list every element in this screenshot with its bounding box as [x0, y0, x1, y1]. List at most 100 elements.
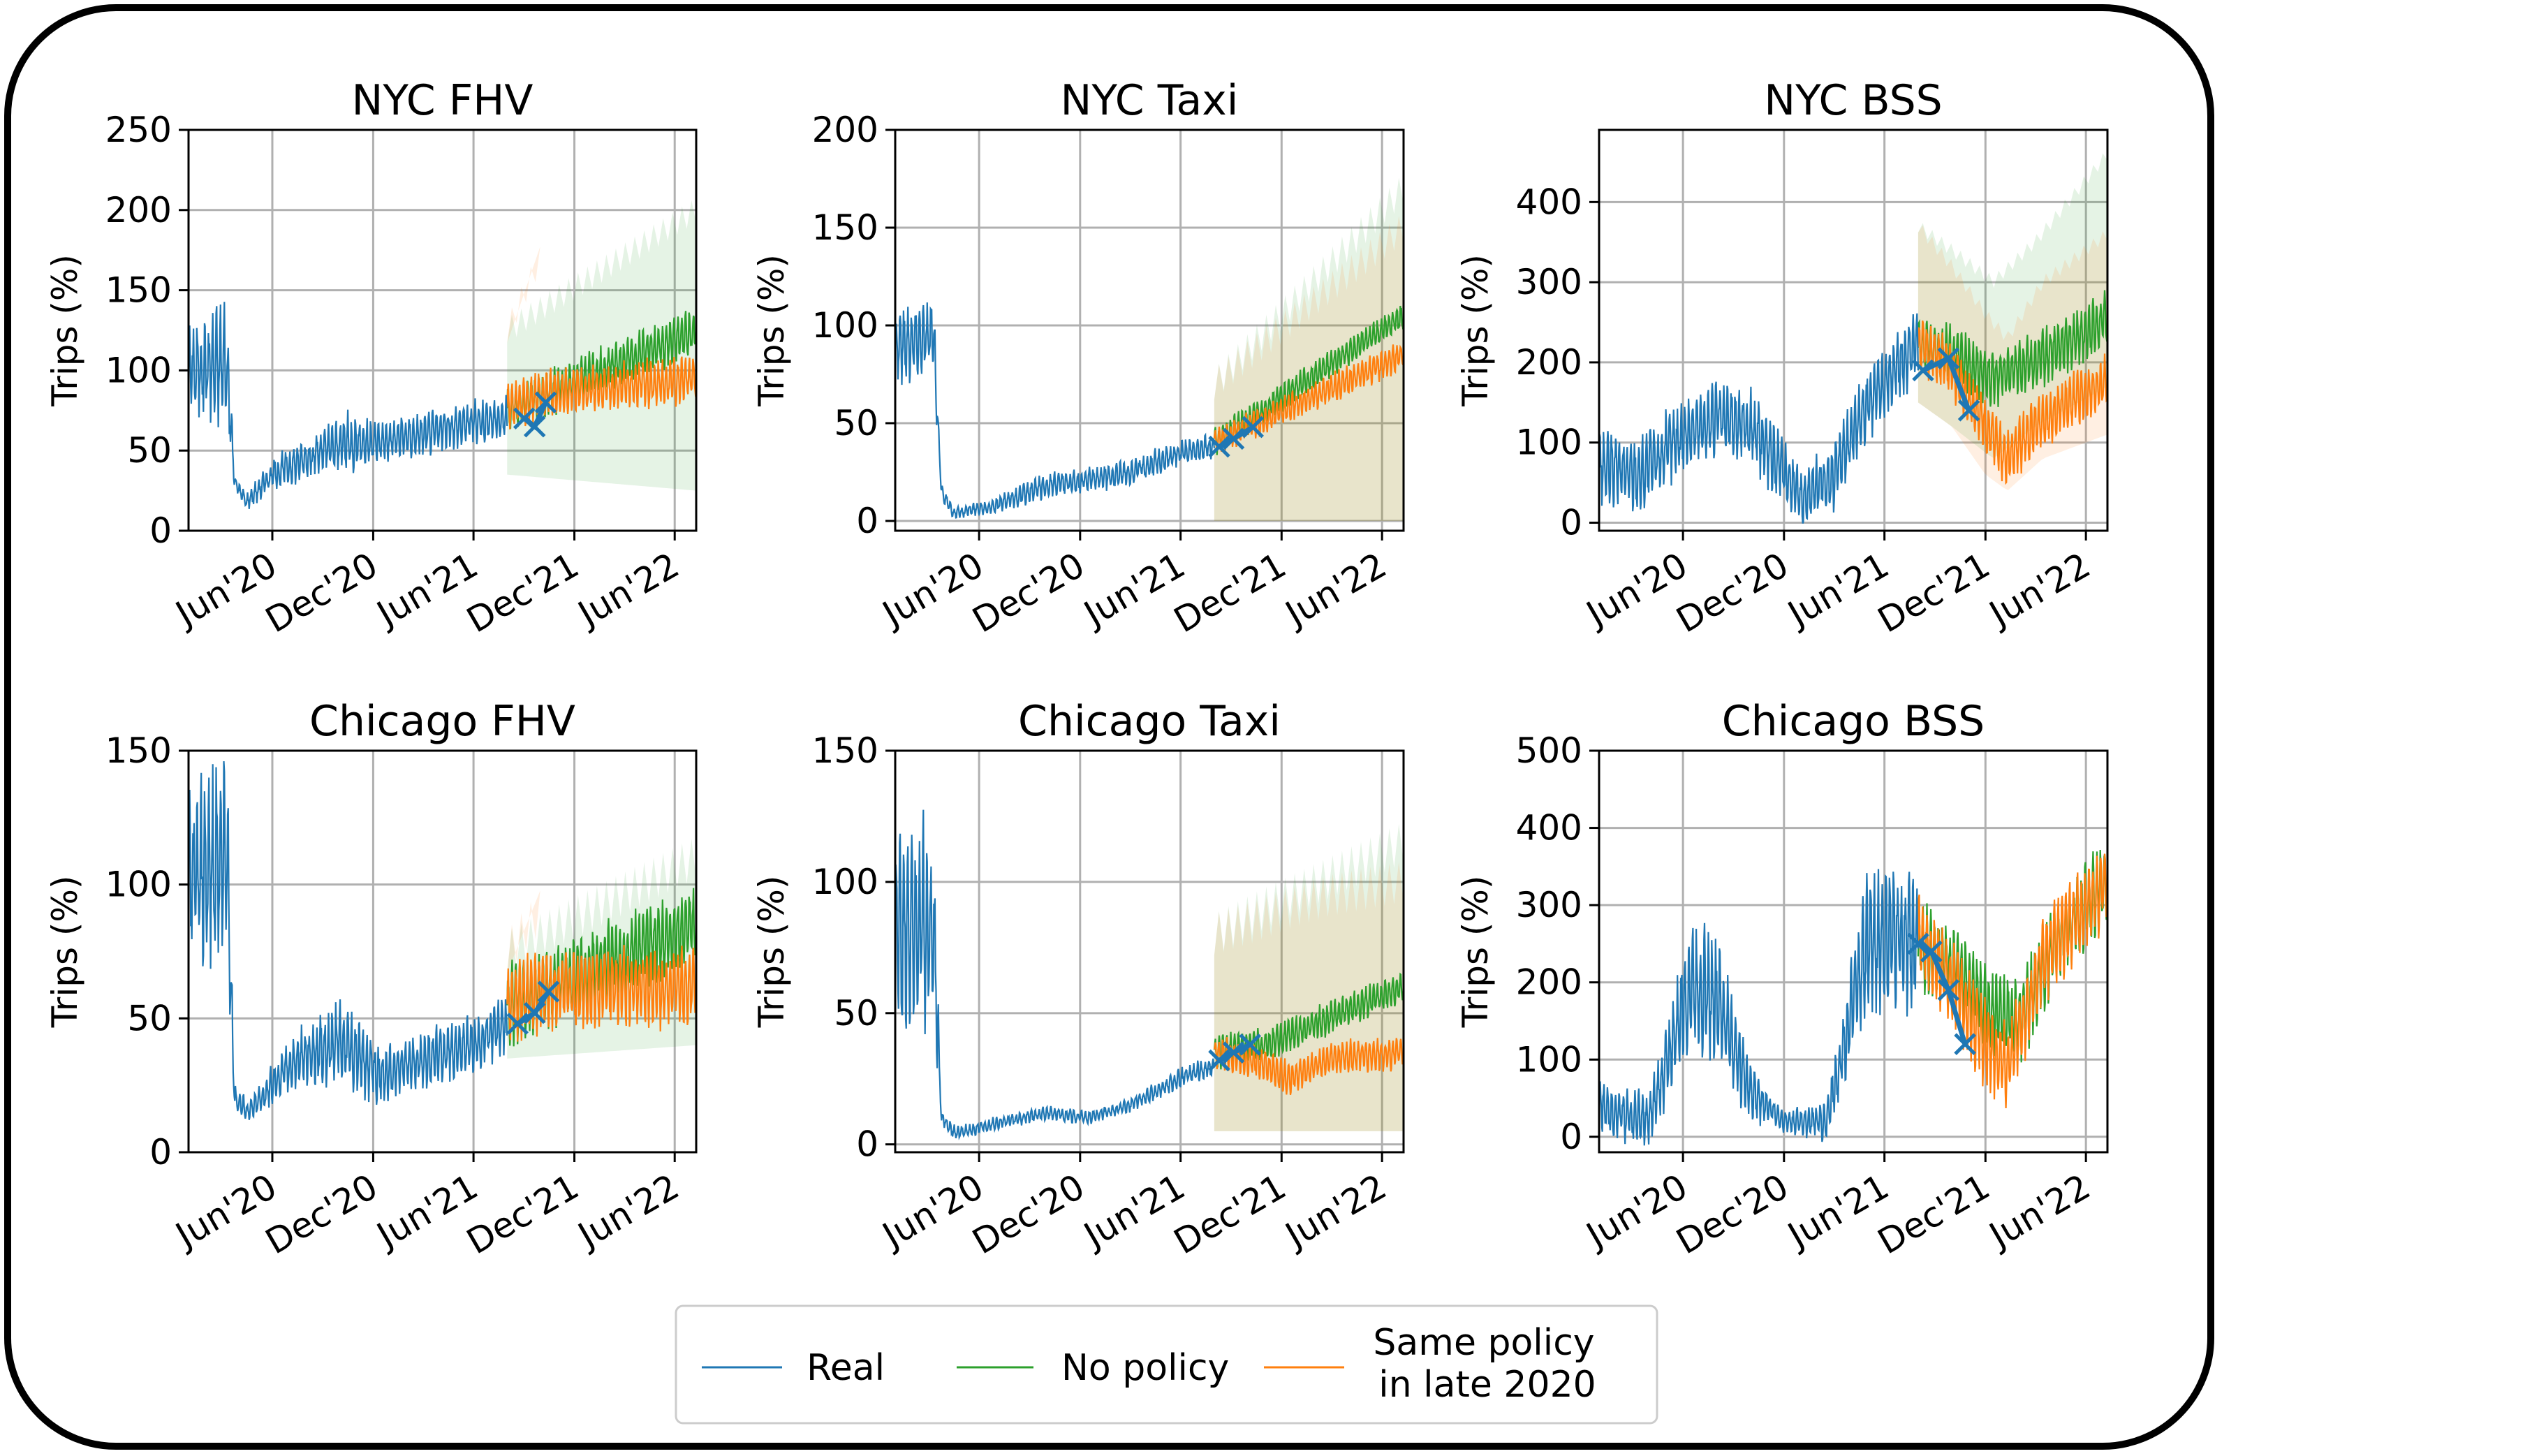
- same_policy-band: [507, 246, 540, 344]
- legend-real-label: Real: [807, 1347, 885, 1389]
- legend-box: [675, 1304, 1658, 1425]
- same_policy-line: [506, 945, 696, 1042]
- real-marker: [1242, 416, 1264, 439]
- y-tick-label: 300: [1516, 262, 1582, 302]
- y-tick-label: 0: [856, 1124, 878, 1165]
- plot-area: [189, 761, 696, 1120]
- real-line: [895, 809, 1215, 1140]
- figure-frame: [4, 4, 2214, 1450]
- x-tick-label: Dec'20: [966, 1166, 1091, 1262]
- axes-frame: [187, 128, 698, 532]
- real-line: [189, 761, 508, 1120]
- real-marker: [1957, 399, 1980, 422]
- y-axis-label: Trips (%): [1455, 254, 1496, 407]
- real-marker: [1937, 347, 1960, 369]
- x-tick-label: Jun'22: [1981, 1166, 2097, 1256]
- y-tick-label: 100: [105, 350, 172, 390]
- y-tick-label: 100: [812, 862, 878, 902]
- legend-same-policy-label-1: Same policy: [1373, 1322, 1594, 1364]
- x-tick-label: Jun'21: [369, 1166, 485, 1256]
- x-tick-label: Dec'21: [460, 545, 586, 640]
- y-tick-label: 150: [105, 730, 172, 771]
- y-tick-label: 200: [1516, 342, 1582, 383]
- y-axis-label: Trips (%): [751, 876, 792, 1029]
- y-tick-label: 0: [1560, 1117, 1582, 1157]
- x-tick-label: Jun'21: [1779, 545, 1895, 635]
- x-tick-label: Dec'20: [1670, 1166, 1795, 1262]
- panel-title: NYC BSS: [1764, 76, 1943, 125]
- y-tick-label: 100: [812, 305, 878, 346]
- y-tick-label: 150: [812, 207, 878, 248]
- same_policy-band: [507, 890, 540, 973]
- axes-frame: [187, 749, 698, 1154]
- x-tick-label: Dec'21: [1871, 1166, 1997, 1262]
- y-tick-label: 50: [127, 998, 172, 1038]
- same_policy-line: [1213, 344, 1404, 452]
- axes-frame: [1598, 128, 2109, 532]
- panel-title: Chicago Taxi: [1018, 697, 1281, 746]
- y-tick-label: 100: [1516, 422, 1582, 463]
- y-tick-label: 0: [149, 1132, 172, 1172]
- real-marker: [1208, 1049, 1230, 1072]
- x-tick-label: Dec'20: [259, 545, 385, 640]
- x-tick-label: Jun'20: [1578, 545, 1694, 635]
- y-tick-label: 300: [1516, 885, 1582, 925]
- real-marker: [537, 980, 560, 1003]
- real-marker: [1954, 1033, 1976, 1055]
- y-axis-label: Trips (%): [45, 876, 85, 1029]
- x-tick-label: Dec'21: [1168, 1166, 1293, 1262]
- x-tick-label: Jun'22: [570, 545, 686, 635]
- panel-title: NYC Taxi: [1061, 76, 1239, 125]
- x-tick-label: Jun'21: [1779, 1166, 1895, 1256]
- plot-area: [189, 200, 696, 509]
- y-tick-label: 0: [1560, 503, 1582, 543]
- plot-area: [1599, 849, 2107, 1146]
- y-axis-label: Trips (%): [1455, 876, 1496, 1029]
- same_policy-band: [1214, 216, 1404, 521]
- panel-title: Chicago FHV: [309, 697, 575, 746]
- x-tick-label: Dec'21: [460, 1166, 586, 1262]
- y-tick-label: 50: [834, 993, 878, 1034]
- real-line: [895, 302, 1215, 519]
- y-axis-label: Trips (%): [45, 254, 85, 407]
- y-tick-label: 0: [856, 501, 878, 541]
- y-axis-label: Trips (%): [751, 254, 792, 407]
- y-tick-label: 100: [1516, 1039, 1582, 1080]
- legend-no-policy-label: No policy: [1061, 1347, 1229, 1389]
- x-tick-label: Jun'22: [1981, 545, 2097, 635]
- y-tick-label: 100: [105, 865, 172, 905]
- plot-area: [895, 177, 1404, 521]
- no_policy-band: [507, 200, 696, 491]
- axes-frame: [1598, 749, 2109, 1154]
- x-tick-label: Jun'22: [1277, 545, 1393, 635]
- plot-area: [1599, 153, 2107, 524]
- x-tick-label: Jun'21: [1075, 1166, 1191, 1256]
- x-tick-label: Jun'22: [570, 1166, 686, 1256]
- x-tick-label: Jun'20: [168, 545, 284, 635]
- real-marker: [1208, 435, 1230, 458]
- real-marker-line: [1917, 941, 1968, 1045]
- y-tick-label: 50: [834, 403, 878, 443]
- x-tick-label: Jun'20: [874, 1166, 990, 1256]
- axes-frame: [894, 749, 1405, 1154]
- real-marker: [523, 1001, 546, 1024]
- x-tick-label: Dec'20: [259, 1166, 385, 1262]
- y-tick-label: 150: [105, 270, 172, 311]
- x-tick-label: Dec'20: [966, 545, 1091, 640]
- real-marker: [1222, 427, 1245, 450]
- y-tick-label: 500: [1516, 730, 1582, 771]
- y-tick-label: 250: [105, 110, 172, 150]
- panel-title: NYC FHV: [352, 76, 533, 125]
- x-tick-label: Jun'20: [168, 1166, 284, 1256]
- no_policy-line: [1213, 305, 1404, 455]
- same_policy-line: [1917, 320, 2107, 485]
- axes-frame: [894, 128, 1405, 532]
- real-marker: [1937, 979, 1960, 1001]
- x-tick-label: Jun'22: [1277, 1166, 1393, 1256]
